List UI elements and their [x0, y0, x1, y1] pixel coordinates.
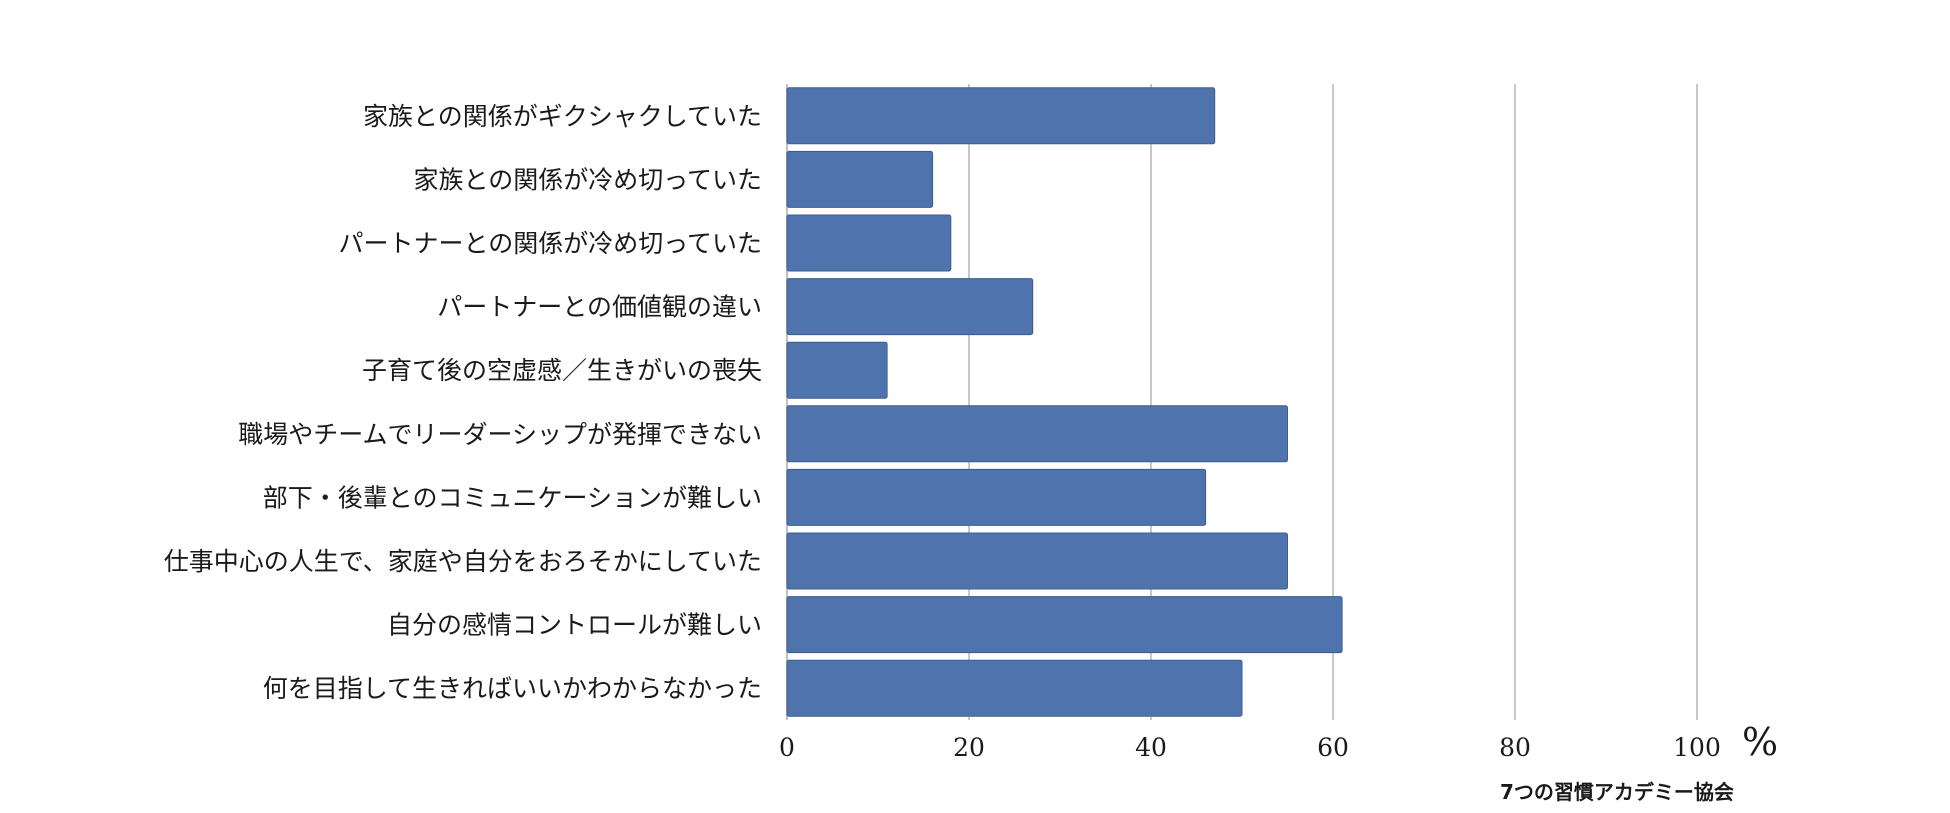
x-tick-label: 80	[1499, 733, 1531, 762]
category-label: 子育て後の空虚感／生きがいの喪失	[362, 356, 762, 385]
category-label: 職場やチームでリーダーシップが発揮できない	[238, 420, 762, 449]
x-tick-label: 40	[1135, 733, 1167, 762]
x-tick-label: 0	[779, 733, 795, 762]
source-label: 7つの習慣アカデミー協会	[1500, 780, 1734, 804]
category-labels: 家族との関係がギクシャクしていた家族との関係が冷め切っていたパートナーとの関係が…	[164, 102, 762, 703]
category-label: 家族との関係が冷め切っていた	[413, 165, 762, 194]
bar	[786, 532, 1288, 590]
bar	[786, 87, 1216, 145]
category-label: 自分の感情コントロールが難しい	[387, 611, 762, 640]
bar	[786, 659, 1243, 717]
x-tick-label: 60	[1317, 733, 1349, 762]
category-label: 仕事中心の人生で、家庭や自分をおろそかにしていた	[164, 547, 762, 576]
bar	[786, 468, 1207, 526]
category-label: 何を目指して生きればいいかわからなかった	[263, 674, 762, 703]
x-tick-labels: 0 20 40 60 80 100	[779, 733, 1721, 762]
category-label: 部下・後輩とのコミュニケーションが難しい	[263, 483, 762, 512]
bar	[786, 405, 1288, 463]
bar	[786, 214, 952, 272]
bar	[786, 278, 1034, 336]
x-tick-label: 20	[953, 733, 985, 762]
category-label: パートナーとの関係が冷め切っていた	[338, 229, 762, 258]
bar	[786, 596, 1343, 654]
x-tick-label: 100	[1673, 733, 1721, 762]
category-label: パートナーとの価値観の違い	[437, 293, 762, 322]
bars	[786, 87, 1343, 717]
x-unit-label: %	[1742, 720, 1778, 764]
bar	[786, 150, 934, 208]
category-label: 家族との関係がギクシャクしていた	[363, 102, 762, 131]
bar	[786, 341, 888, 399]
